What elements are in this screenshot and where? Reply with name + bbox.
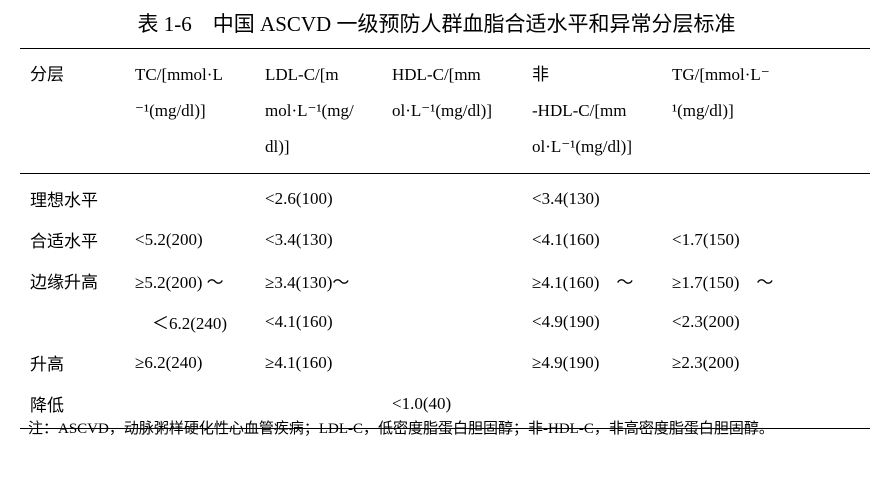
header-line: ol·L⁻¹(mg/dl)] (392, 101, 492, 120)
table-cell: <3.4(130) (265, 229, 333, 249)
table-cell: <5.2(200) (135, 229, 203, 249)
table-title: 表 1-6 中国 ASCVD 一级预防人群血脂合适水平和异常分层标准 (137, 12, 736, 36)
header-cell: 分层 (20, 49, 125, 174)
header-line: 分层 (30, 65, 64, 84)
lipid-table: 分层 TC/[mmol·L ⁻¹(mg/dl)] LDL-C/[m mol·L⁻¹(mg… (20, 48, 870, 429)
header-cell: HDL-C/[mm ol·L⁻¹(mg/dl)] (382, 49, 522, 174)
header-line: HDL-C/[mm (392, 65, 481, 84)
header-line: dl)] (265, 137, 290, 156)
table-row: 边缘升高 ≥5.2(200) ～ ≥3.4(130)～ ≥4.1(160) ～ ≥1.7… (20, 260, 870, 301)
table-cell (382, 301, 522, 342)
table-cell (382, 342, 522, 383)
table-cell (382, 219, 522, 260)
table-cell: ≥4.9(190) (532, 352, 600, 372)
header-line: 非 (532, 65, 549, 84)
table-cell: <4.1(160) (265, 311, 333, 331)
table-cell: <1.0(40) (392, 393, 452, 413)
table-cell (125, 174, 255, 220)
table-cell: <2.3(200) (672, 311, 740, 331)
header-row: 分层 TC/[mmol·L ⁻¹(mg/dl)] LDL-C/[m mol·L⁻¹(mg… (20, 49, 870, 174)
table-cell: <3.4(130) (532, 188, 600, 208)
header-line: ol·L⁻¹(mg/dl)] (532, 137, 632, 156)
table-cell: <2.6(100) (265, 188, 333, 208)
table-cell: <4.1(160) (532, 229, 600, 249)
table-cell: ≥2.3(200) (672, 352, 740, 372)
table-body: 理想水平 <2.6(100) <3.4(130) 合适水平 <5.2(200) <3.4(… (20, 174, 870, 429)
table-row: 升高 ≥6.2(240) ≥4.1(160) ≥4.9(190) ≥2.3(200) (20, 342, 870, 383)
table-cell: ≥4.1(160) ～ (532, 273, 634, 292)
table-cell: ≥4.1(160) (265, 352, 333, 372)
header-line: ⁻¹(mg/dl)] (135, 101, 206, 120)
table-cell: ＜6.2(240) (135, 314, 228, 333)
header-cell: 非 -HDL-C/[mm ol·L⁻¹(mg/dl)] (522, 49, 662, 174)
table-row: 降低 <1.0(40) (20, 383, 870, 429)
header-cell: TG/[mmol·L⁻ ¹(mg/dl)] (662, 49, 870, 174)
table-row: 合适水平 <5.2(200) <3.4(130) <4.1(160) <1.7(150) (20, 219, 870, 260)
table-row: 理想水平 <2.6(100) <3.4(130) (20, 174, 870, 220)
table-cell: 边缘升高 (30, 273, 98, 292)
header-line: TG/[mmol·L⁻ (672, 65, 770, 84)
header-line: ¹(mg/dl)] (672, 101, 734, 120)
table-cell: 降低 (30, 396, 64, 415)
table-cell (662, 174, 870, 220)
table-row: ＜6.2(240) <4.1(160) <4.9(190) <2.3(200) (20, 301, 870, 342)
header-line: mol·L⁻¹(mg/ (265, 101, 354, 120)
table-cell: ≥6.2(240) (135, 352, 203, 372)
table-cell: ≥3.4(130)～ (265, 273, 350, 292)
footnote: 注：ASCVD，动脉粥样硬化性心血管疾病；LDL-C，低密度脂蛋白胆固醇；非-H… (28, 421, 774, 437)
header-cell: TC/[mmol·L ⁻¹(mg/dl)] (125, 49, 255, 174)
header-line: TC/[mmol·L (135, 65, 223, 84)
table-cell: ≥1.7(150) ～ (672, 273, 774, 292)
table-cell: 升高 (30, 355, 64, 374)
table-cell: <4.9(190) (532, 311, 600, 331)
table-cell (382, 174, 522, 220)
header-line: LDL-C/[m (265, 65, 339, 84)
table-cell: 合适水平 (30, 232, 98, 251)
table-cell: ≥5.2(200) ～ (135, 273, 224, 292)
header-line: -HDL-C/[mm (532, 101, 627, 120)
table-cell (20, 301, 125, 342)
table-cell: 理想水平 (30, 191, 98, 210)
table-cell (382, 260, 522, 301)
table-cell: <1.7(150) (672, 229, 740, 249)
header-cell: LDL-C/[m mol·L⁻¹(mg/dl)] (255, 49, 382, 174)
